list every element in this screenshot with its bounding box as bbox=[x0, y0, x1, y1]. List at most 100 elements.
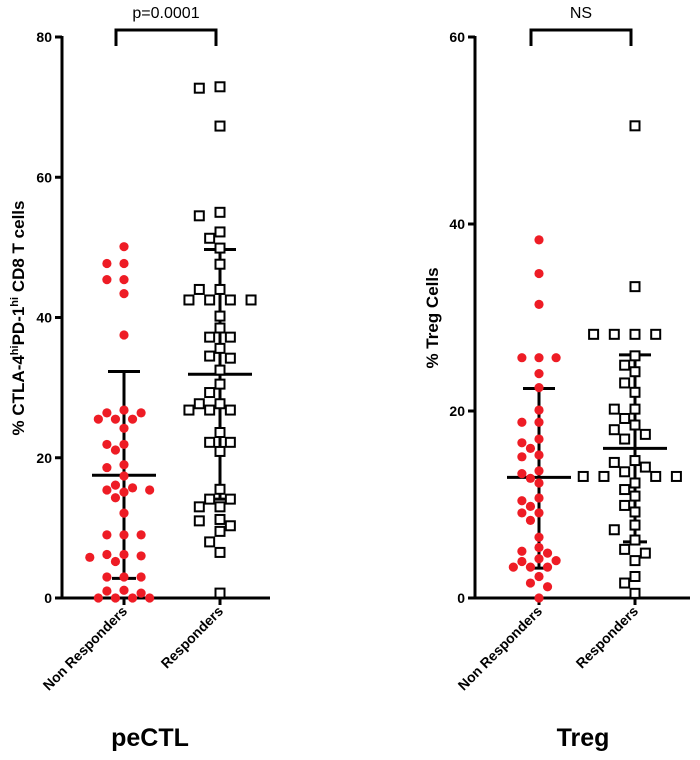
data-point bbox=[102, 586, 112, 596]
data-point bbox=[525, 443, 536, 453]
data-point bbox=[517, 546, 527, 556]
data-point bbox=[608, 456, 620, 468]
data-point bbox=[127, 483, 138, 493]
data-point bbox=[224, 436, 236, 448]
data-point bbox=[525, 501, 536, 511]
data-point bbox=[119, 289, 129, 299]
data-point bbox=[145, 485, 155, 495]
data-point bbox=[619, 412, 631, 424]
data-point bbox=[193, 515, 205, 527]
data-point bbox=[119, 258, 129, 269]
data-point bbox=[534, 466, 544, 476]
data-point bbox=[619, 377, 631, 389]
data-point bbox=[136, 530, 146, 540]
data-point bbox=[119, 549, 129, 560]
data-point bbox=[670, 470, 682, 482]
data-point bbox=[204, 294, 216, 306]
data-point bbox=[214, 258, 226, 270]
data-point bbox=[214, 525, 226, 537]
data-point bbox=[517, 417, 527, 427]
data-point bbox=[525, 578, 536, 588]
data-point bbox=[619, 359, 631, 371]
data-point bbox=[119, 508, 129, 518]
data-point bbox=[629, 587, 641, 599]
data-point bbox=[224, 520, 236, 532]
data-point bbox=[110, 414, 121, 424]
data-point bbox=[619, 499, 631, 511]
data-point bbox=[204, 331, 216, 343]
data-point bbox=[214, 242, 226, 254]
data-point bbox=[639, 428, 651, 440]
data-point bbox=[629, 328, 641, 340]
data-point bbox=[534, 417, 544, 427]
data-point bbox=[127, 593, 138, 603]
data-point bbox=[517, 508, 527, 518]
data-point bbox=[136, 588, 146, 598]
data-point bbox=[214, 587, 226, 599]
data-point bbox=[534, 450, 544, 460]
data-point bbox=[534, 434, 544, 444]
data-point bbox=[629, 534, 641, 546]
data-point bbox=[224, 294, 236, 306]
data-point bbox=[629, 570, 641, 582]
data-point bbox=[214, 206, 226, 218]
data-point bbox=[534, 478, 544, 488]
data-point bbox=[214, 283, 226, 295]
x-category-label: Non Responders bbox=[40, 603, 131, 694]
data-point bbox=[534, 353, 544, 363]
data-point bbox=[136, 551, 146, 561]
y-tick-label: 20 bbox=[36, 450, 52, 466]
data-point bbox=[629, 455, 641, 467]
data-point bbox=[508, 562, 518, 572]
data-point bbox=[608, 403, 620, 415]
data-point bbox=[629, 555, 641, 567]
data-point bbox=[650, 328, 662, 340]
data-point bbox=[102, 462, 112, 473]
data-point bbox=[214, 342, 226, 354]
data-point bbox=[102, 408, 112, 418]
data-point bbox=[110, 493, 121, 503]
data-point bbox=[214, 483, 226, 495]
data-point bbox=[214, 445, 226, 457]
data-point bbox=[119, 487, 129, 497]
data-point bbox=[127, 414, 138, 424]
data-point bbox=[608, 328, 620, 340]
data-point bbox=[214, 378, 226, 390]
data-point bbox=[525, 473, 536, 483]
data-point bbox=[214, 513, 226, 525]
data-point bbox=[534, 508, 544, 518]
data-point bbox=[534, 268, 544, 279]
data-point bbox=[119, 530, 129, 540]
data-point bbox=[214, 81, 226, 93]
data-point bbox=[619, 484, 631, 496]
data-point bbox=[93, 593, 103, 603]
data-point bbox=[93, 414, 103, 424]
data-point bbox=[534, 532, 544, 542]
x-category-label: Non Responders bbox=[455, 603, 546, 694]
significance-bracket bbox=[529, 28, 633, 46]
data-point bbox=[598, 470, 610, 482]
data-point bbox=[193, 398, 205, 410]
significance-label: NS bbox=[570, 5, 592, 22]
data-point bbox=[119, 242, 129, 252]
data-point bbox=[525, 562, 536, 572]
data-point bbox=[517, 556, 527, 567]
data-point bbox=[102, 549, 112, 560]
data-point bbox=[534, 493, 544, 503]
data-point bbox=[204, 404, 216, 416]
data-point bbox=[193, 501, 205, 513]
data-point bbox=[542, 562, 553, 572]
data-point bbox=[204, 436, 216, 448]
data-point bbox=[102, 530, 112, 540]
y-tick-label: 40 bbox=[449, 216, 465, 232]
data-point bbox=[577, 470, 589, 482]
data-point bbox=[629, 419, 641, 431]
data-point bbox=[629, 506, 641, 518]
data-point bbox=[619, 577, 631, 589]
data-point bbox=[214, 398, 226, 410]
data-point bbox=[102, 258, 112, 269]
data-point bbox=[608, 524, 620, 536]
data-point bbox=[214, 364, 226, 376]
y-tick-label: 60 bbox=[449, 29, 465, 45]
data-point bbox=[214, 120, 226, 132]
